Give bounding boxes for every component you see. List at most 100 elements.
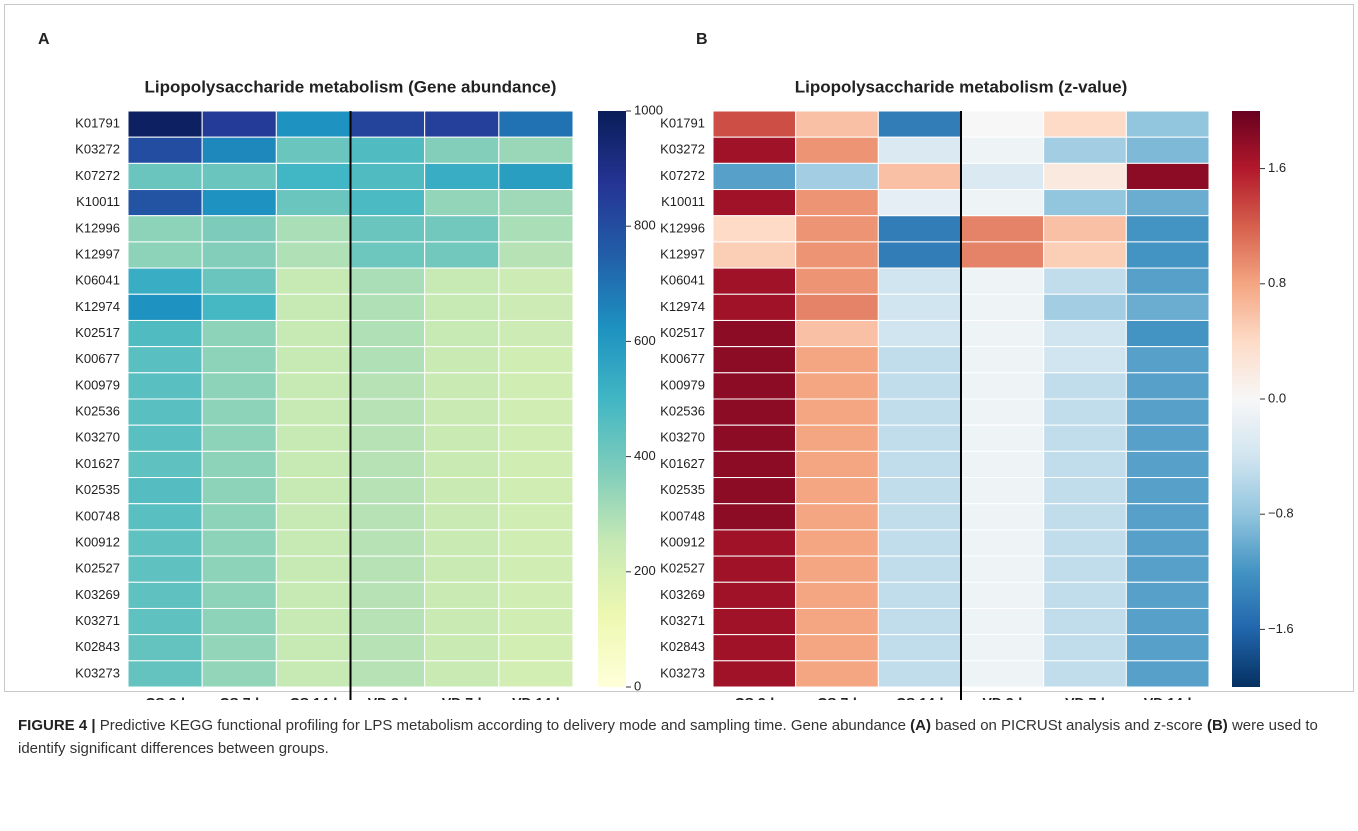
- heatmap-cell: [1125, 189, 1210, 217]
- heatmap-cell: [424, 215, 500, 243]
- heatmap-cell: [1043, 660, 1127, 688]
- colorbar-tick-label: 0: [634, 678, 641, 693]
- heatmap-cell: [1125, 241, 1210, 269]
- row-label: K00912: [660, 534, 705, 549]
- heatmap-cell: [877, 477, 962, 505]
- heatmap-cell: [1043, 162, 1127, 191]
- figure: A Lipopolysaccharide metabolism (Gene abu…: [38, 31, 1294, 700]
- heatmap-cell: [795, 241, 879, 269]
- caption-text: based on PICRUSt analysis and z-score: [930, 717, 1207, 734]
- heatmap-cell: [1125, 372, 1210, 400]
- heatmap-cell: [127, 503, 203, 531]
- heatmap-cell: [424, 346, 500, 374]
- heatmap-cell: [424, 660, 500, 688]
- heatmap-cell: [1125, 136, 1210, 164]
- heatmap-cell: [424, 398, 500, 426]
- heatmap-cell: [1125, 634, 1210, 662]
- heatmap-cell: [350, 162, 426, 191]
- heatmap-cell: [877, 319, 962, 348]
- heatmap-cell: [350, 634, 426, 662]
- heatmap-cell: [1043, 450, 1127, 479]
- heatmap-cell: [712, 634, 797, 662]
- heatmap-cell: [350, 136, 426, 164]
- row-label: K03271: [660, 613, 705, 628]
- heatmap-cell: [498, 477, 574, 505]
- heatmap-cell: [275, 581, 352, 609]
- heatmap-cell: [127, 162, 203, 191]
- heatmap-cell: [877, 581, 962, 609]
- heatmap-cell: [1125, 607, 1210, 636]
- heatmap-cell: [275, 398, 352, 426]
- heatmap-cell: [424, 110, 500, 138]
- heatmap-cell: [498, 162, 574, 191]
- column-label: VD 14d: [512, 695, 559, 700]
- heatmap-cell: [201, 398, 277, 426]
- heatmap-cell: [960, 372, 1045, 400]
- heatmap-cell: [1125, 398, 1210, 426]
- heatmap-cell: [424, 162, 500, 191]
- colorbar-tick-label: 0.0: [1268, 390, 1286, 405]
- heatmap-cell: [275, 241, 352, 269]
- column-label: CS 3d: [734, 695, 774, 700]
- heatmap-cell: [350, 189, 426, 217]
- heatmap-cell: [1125, 529, 1210, 557]
- heatmap-cell: [201, 189, 277, 217]
- heatmap-cell: [275, 319, 352, 348]
- heatmap-cell: [795, 372, 879, 400]
- heatmap-cell: [877, 450, 962, 479]
- heatmap-cell: [877, 634, 962, 662]
- heatmap-cell: [498, 215, 574, 243]
- heatmap-cell: [350, 293, 426, 321]
- row-label: K03273: [75, 665, 120, 680]
- row-label: K00677: [75, 351, 120, 366]
- heatmap-cell: [498, 607, 574, 636]
- figure-frame: [4, 4, 1354, 692]
- heatmap-cell: [795, 110, 879, 138]
- heatmap-cell: [350, 215, 426, 243]
- heatmap-cell: [498, 660, 574, 688]
- heatmap-cell: [127, 581, 203, 609]
- heatmap-cell: [712, 555, 797, 583]
- heatmap-cell: [960, 267, 1045, 295]
- heatmap-cell: [1125, 503, 1210, 531]
- panel-label: A: [38, 31, 50, 48]
- colorbar-tick-label: 1000: [634, 102, 663, 117]
- heatmap-cell: [877, 607, 962, 636]
- heatmap-cell: [127, 346, 203, 374]
- heatmap-cell: [275, 450, 352, 479]
- row-label: K02843: [75, 639, 120, 654]
- heatmap-cell: [201, 372, 277, 400]
- row-label: K03272: [75, 142, 120, 157]
- row-label: K01791: [75, 116, 120, 131]
- heatmap-cell: [960, 477, 1045, 505]
- column-label: CS 14d: [290, 695, 337, 700]
- heatmap-cell: [275, 293, 352, 321]
- heatmap-cell: [127, 136, 203, 164]
- heatmap-cell: [1043, 293, 1127, 321]
- heatmap-cell: [1043, 581, 1127, 609]
- heatmap-cell: [960, 241, 1045, 269]
- row-label: K03269: [660, 587, 705, 602]
- heatmap-cell: [201, 267, 277, 295]
- caption: FIGURE 4 | Predictive KEGG functional pr…: [18, 714, 1338, 760]
- heatmap-cell: [127, 319, 203, 348]
- row-label: K02536: [75, 404, 120, 419]
- heatmap-cell: [795, 634, 879, 662]
- heatmap-cell: [424, 136, 500, 164]
- heatmap-cell: [127, 293, 203, 321]
- heatmap-cell: [960, 293, 1045, 321]
- heatmap-cell: [1043, 555, 1127, 583]
- heatmap-cell: [877, 346, 962, 374]
- heatmap-cell: [1043, 607, 1127, 636]
- heatmap-cell: [1043, 634, 1127, 662]
- heatmap-cell: [201, 346, 277, 374]
- row-label: K12997: [75, 246, 120, 261]
- heatmap-cell: [350, 424, 426, 452]
- heatmap-cell: [498, 293, 574, 321]
- heatmap-cell: [960, 503, 1045, 531]
- row-label: K00748: [660, 508, 705, 523]
- heatmap-cell: [201, 634, 277, 662]
- heatmap-cell: [127, 477, 203, 505]
- row-label: K03271: [75, 613, 120, 628]
- heatmap-cell: [498, 372, 574, 400]
